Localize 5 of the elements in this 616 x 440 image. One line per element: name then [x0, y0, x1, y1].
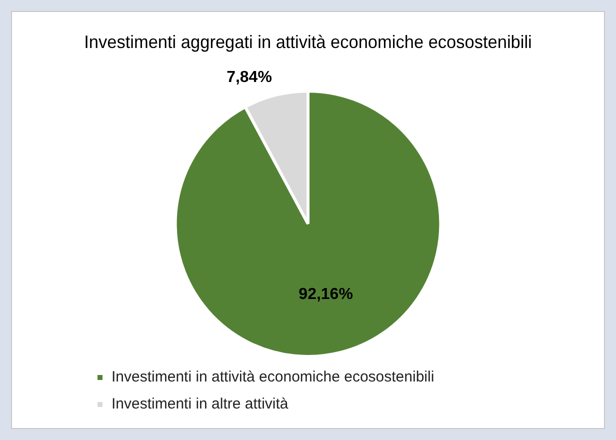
data-label: 92,16%	[298, 286, 353, 303]
legend-label: Investimenti in altre attività	[112, 396, 289, 413]
data-label: 7,84%	[226, 69, 272, 86]
legend-label: Investimenti in attività economiche ecosostenibili	[112, 368, 434, 386]
chart-title: Investimenti aggregati in attività economiche ecosostenibili	[84, 31, 532, 52]
